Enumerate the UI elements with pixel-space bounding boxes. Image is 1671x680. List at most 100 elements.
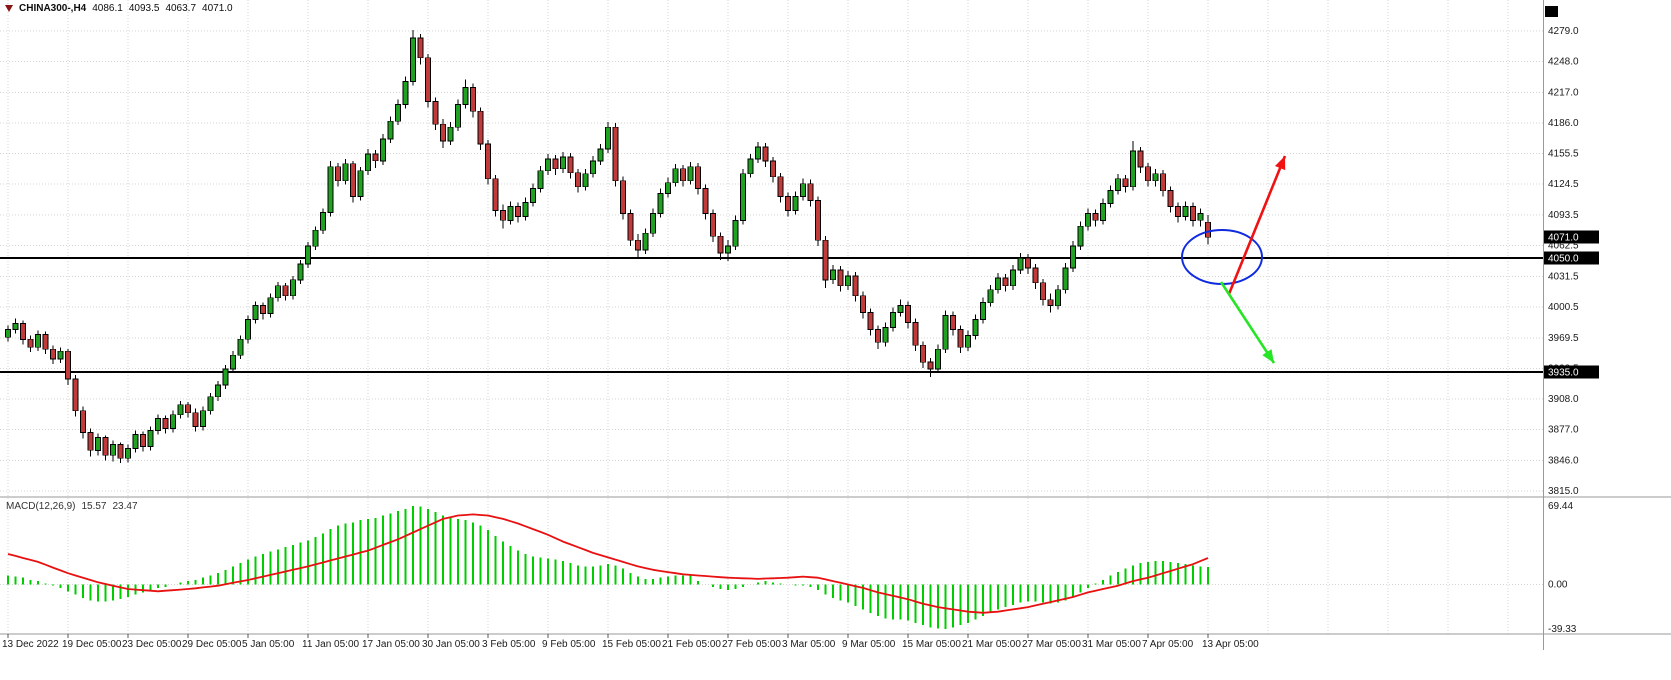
candle-body	[80, 410, 86, 433]
candle-body	[537, 170, 544, 190]
candle-body	[770, 160, 776, 178]
candle-body	[905, 305, 911, 323]
candle-body	[125, 447, 131, 459]
candle-body	[995, 277, 1001, 291]
candle-body	[800, 183, 806, 197]
price-axis-label: 4155.5	[1548, 148, 1579, 159]
time-axis-label[interactable]: 31 Mar 05:00	[1082, 639, 1141, 650]
bullish-arrow-head	[1275, 156, 1286, 171]
time-axis-label[interactable]: 13 Dec 2022	[2, 639, 59, 650]
time-axis-label[interactable]: 27 Feb 05:00	[722, 639, 781, 650]
candle-body	[755, 146, 761, 160]
time-axis-label[interactable]: 5 Jan 05:00	[242, 639, 295, 650]
time-axis-label[interactable]: 21 Feb 05:00	[662, 639, 721, 650]
candle-body	[72, 378, 79, 412]
scale-top-marker	[1545, 6, 1558, 17]
price-axis-label: 3969.5	[1548, 333, 1579, 344]
time-axis-label[interactable]: 19 Dec 05:00	[62, 639, 122, 650]
candle-body	[185, 404, 191, 414]
candle-body	[140, 434, 146, 447]
candle-body	[920, 344, 926, 363]
candle-body	[1032, 267, 1039, 284]
time-axis-label[interactable]: 13 Apr 05:00	[1202, 639, 1259, 650]
candle-body	[305, 245, 311, 265]
candle-body	[477, 110, 484, 145]
candle-body	[747, 158, 754, 175]
candle-body	[5, 328, 11, 338]
candle-body	[357, 170, 364, 198]
time-axis-label[interactable]: 11 Jan 05:00	[302, 639, 360, 650]
candle-body	[117, 443, 124, 459]
candle-body	[1115, 178, 1121, 191]
candle-body	[507, 206, 514, 221]
candle-body	[312, 229, 319, 247]
candle-body	[590, 160, 596, 175]
candle-body	[12, 323, 19, 330]
candle-body	[417, 37, 424, 59]
candle-body	[1017, 257, 1024, 271]
candle-body	[57, 350, 64, 360]
candle-body	[942, 315, 949, 350]
candle-body	[237, 338, 244, 356]
candle-body	[912, 322, 919, 346]
candle-body	[957, 328, 964, 348]
level-price-badge	[1544, 365, 1599, 379]
time-axis-label[interactable]: 29 Dec 05:00	[182, 639, 242, 650]
candle-body	[965, 334, 971, 348]
candle-body	[1085, 212, 1091, 227]
candle-body	[1092, 212, 1099, 221]
time-axis-label[interactable]: 27 Mar 05:00	[1022, 639, 1081, 650]
candle-body	[132, 434, 139, 449]
candle-body	[387, 120, 394, 140]
candle-body	[102, 437, 109, 456]
price-axis-label: 4000.5	[1548, 302, 1579, 313]
candle-body	[365, 153, 371, 172]
candle-body	[95, 437, 101, 451]
bullish-arrow[interactable]	[1227, 155, 1287, 295]
candle-body	[1190, 206, 1196, 221]
candle-body	[777, 176, 784, 197]
time-axis-label[interactable]: 17 Jan 05:00	[362, 639, 420, 650]
time-axis-label[interactable]: 9 Feb 05:00	[542, 639, 596, 650]
candle-body	[215, 384, 221, 398]
time-axis-label[interactable]: 15 Mar 05:00	[902, 639, 961, 650]
time-axis-label[interactable]: 23 Dec 05:00	[122, 639, 182, 650]
time-axis-label[interactable]: 3 Mar 05:00	[782, 639, 836, 650]
candle-body	[1175, 206, 1181, 217]
price-axis-label: 3815.0	[1548, 486, 1579, 497]
candle-body	[200, 410, 206, 428]
time-axis-label[interactable]: 9 Mar 05:00	[842, 639, 896, 650]
candle-body	[267, 297, 274, 315]
candle-body	[1167, 190, 1174, 207]
candle-body	[672, 168, 679, 184]
ohlc-low: 4063.7	[165, 3, 197, 14]
candle-body	[245, 319, 251, 340]
candle-body	[155, 418, 161, 431]
candle-body	[545, 158, 551, 172]
time-axis-label[interactable]: 7 Apr 05:00	[1142, 639, 1194, 650]
candle-body	[867, 312, 874, 330]
candle-body	[500, 209, 506, 221]
bearish-arrow[interactable]	[1219, 281, 1276, 364]
time-axis-label[interactable]: 15 Feb 05:00	[602, 639, 661, 650]
time-axis-label[interactable]: 21 Mar 05:00	[962, 639, 1021, 650]
candle-body	[950, 315, 956, 330]
ohlc-high: 4093.5	[128, 3, 160, 14]
candle-body	[20, 323, 26, 340]
candle-body	[987, 289, 994, 304]
candle-body	[1107, 190, 1114, 204]
time-axis-label[interactable]: 3 Feb 05:00	[482, 639, 536, 650]
candle-body	[42, 333, 49, 350]
candle-body	[320, 211, 326, 231]
candle-body	[830, 269, 836, 281]
candle-body	[860, 295, 866, 314]
symbol-marker-icon	[5, 5, 13, 12]
time-axis-label[interactable]: 30 Jan 05:00	[422, 639, 480, 650]
candle-body	[1055, 289, 1061, 307]
candle-body	[1137, 150, 1144, 168]
candle-body	[1122, 178, 1129, 187]
candle-body	[297, 263, 304, 281]
candle-body	[725, 245, 731, 254]
